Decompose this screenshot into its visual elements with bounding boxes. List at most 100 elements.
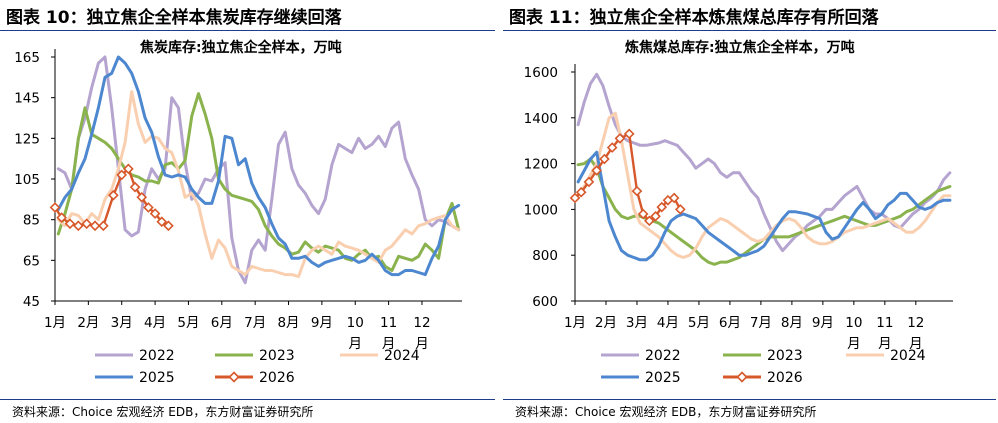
- series-line-2025: [576, 150, 952, 262]
- x-tick-label: 1月: [564, 315, 586, 331]
- x-tick-label: 4月: [144, 315, 166, 331]
- data-point-marker: [56, 212, 68, 223]
- y-tick-label: 800: [532, 248, 558, 264]
- data-point-marker: [569, 192, 581, 204]
- x-tick-label: 月: [382, 336, 396, 352]
- figure-title: 图表 11：独立焦企全样本炼焦煤总库存有所回落: [509, 8, 879, 28]
- x-tick-label: 8月: [277, 315, 299, 331]
- data-point-marker: [591, 165, 603, 176]
- data-point-marker: [163, 220, 174, 232]
- y-tick-label: 105: [14, 172, 40, 188]
- x-tick-label: 9月: [311, 315, 333, 331]
- y-tick-label: 165: [14, 50, 40, 66]
- data-point-marker: [668, 192, 680, 204]
- data-point-marker: [116, 169, 128, 181]
- y-tick-label: 125: [14, 131, 40, 147]
- chart-title: 焦炭库存:独立焦企全样本，万吨: [139, 39, 342, 56]
- chart-panel-left: 图表 10：独立焦企全样本焦炭库存继续回落 焦炭库存:独立焦企全样本，万吨 45 6…: [0, 0, 497, 423]
- legend-label-2023: 2023: [767, 348, 803, 364]
- legend-label-2024: 2024: [384, 348, 420, 364]
- y-tick-label: 145: [14, 91, 40, 107]
- legend-label-2025: 2025: [645, 370, 681, 386]
- title-divider: [503, 30, 996, 31]
- y-tick-label: 85: [23, 213, 40, 229]
- data-point-marker: [156, 216, 168, 228]
- y-tick-label: 1600: [524, 65, 558, 81]
- x-tick-label: 6月: [211, 315, 233, 331]
- series-line-2024: [576, 111, 952, 259]
- x-tick-label: 5月: [688, 315, 710, 331]
- legend-label-2023: 2023: [259, 348, 295, 364]
- y-tick-label: 600: [532, 294, 558, 310]
- data-point-marker: [644, 215, 655, 227]
- data-point-marker: [49, 202, 61, 213]
- data-point-marker: [123, 163, 134, 175]
- source-divider: [0, 399, 495, 400]
- data-point-marker: [650, 210, 661, 222]
- series-line-2024: [56, 90, 461, 279]
- source-divider: [503, 399, 996, 400]
- x-tick-label: 7月: [750, 315, 772, 331]
- series-line-2025: [56, 55, 461, 277]
- legend-marker: [228, 371, 240, 383]
- x-tick-label: 11: [876, 315, 893, 331]
- data-point-marker: [108, 189, 119, 201]
- data-point-marker: [606, 142, 618, 153]
- x-tick-label: 2月: [77, 315, 99, 331]
- x-tick-label: 8月: [781, 315, 803, 331]
- x-tick-label: 月: [909, 336, 923, 352]
- x-tick-label: 月: [348, 336, 362, 352]
- y-tick-label: 1400: [524, 111, 558, 127]
- data-point-marker: [129, 181, 141, 193]
- y-tick-label: 1200: [524, 157, 558, 173]
- data-point-marker: [599, 153, 610, 165]
- legend-label-2024: 2024: [890, 348, 926, 364]
- data-point-marker: [631, 185, 643, 197]
- data-point-marker: [675, 204, 686, 215]
- line-chart: 焦炭库存:独立焦企全样本，万吨 45 65 85 105 125 145 165 1月 2月 3月 4…: [14, 39, 462, 386]
- source-note: 资料来源：Choice 宏观经济 EDB，东方财富证券研究所: [515, 405, 817, 419]
- data-point-marker: [575, 186, 587, 198]
- data-point-marker: [656, 201, 668, 213]
- x-tick-label: 12: [907, 315, 924, 331]
- y-tick-label: 65: [23, 253, 40, 269]
- data-point-marker: [64, 218, 76, 230]
- series-line-2026: [573, 132, 682, 223]
- legend-label-2026: 2026: [259, 370, 295, 386]
- line-chart: 炼焦煤总库存:独立焦企全样本，万吨 600 800 1000 1200 1400 1600 1…: [524, 39, 953, 386]
- legend-label-2026: 2026: [767, 370, 803, 386]
- data-point-marker: [89, 220, 101, 232]
- x-tick-label: 3月: [111, 315, 133, 331]
- x-tick-label: 月: [878, 336, 892, 352]
- source-note: 资料来源：Choice 宏观经济 EDB，东方财富证券研究所: [12, 405, 314, 419]
- title-divider: [0, 30, 495, 31]
- x-tick-label: 10: [845, 315, 862, 331]
- x-tick-label: 5月: [177, 315, 199, 331]
- legend-label-2025: 2025: [139, 370, 175, 386]
- chart-title: 炼焦煤总库存:独立焦企全样本，万吨: [625, 39, 855, 56]
- y-tick-label: 45: [23, 294, 40, 310]
- data-point-marker: [583, 176, 595, 188]
- data-point-marker: [136, 191, 148, 203]
- data-point-marker: [98, 220, 109, 232]
- x-tick-label: 12: [413, 315, 430, 331]
- data-point-marker: [637, 208, 649, 220]
- x-tick-label: 6月: [719, 315, 741, 331]
- x-tick-label: 3月: [626, 315, 648, 331]
- x-tick-label: 月: [847, 336, 861, 352]
- data-point-marker: [149, 208, 161, 219]
- data-point-marker: [614, 133, 626, 144]
- data-point-marker: [143, 202, 154, 213]
- data-point-marker: [73, 220, 84, 232]
- x-tick-label: 月: [415, 336, 429, 352]
- x-tick-label: 4月: [657, 315, 679, 331]
- y-tick-label: 1000: [524, 202, 558, 218]
- legend-label-2022: 2022: [139, 348, 175, 364]
- x-tick-label: 1月: [44, 315, 66, 331]
- series-line-2022: [56, 55, 461, 285]
- x-tick-label: 7月: [244, 315, 266, 331]
- chart-panel-right: 图表 11：独立焦企全样本炼焦煤总库存有所回落 炼焦煤总库存:独立焦企全样本，万…: [503, 0, 998, 423]
- data-point-marker: [623, 128, 635, 140]
- data-point-marker: [81, 218, 93, 230]
- x-tick-label: 2月: [595, 315, 617, 331]
